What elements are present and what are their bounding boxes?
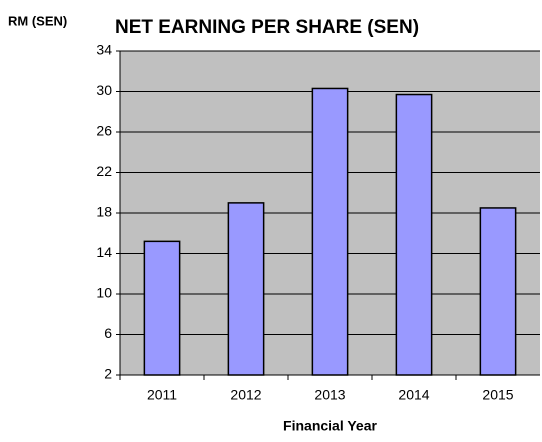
y-tick-label: 14 (96, 244, 112, 260)
y-tick-label: 26 (96, 123, 112, 139)
chart-title: NET EARNING PER SHARE (SEN) (115, 17, 419, 38)
y-tick-label: 18 (96, 204, 112, 220)
x-tick-label: 2013 (314, 387, 345, 403)
x-tick-label: 2011 (147, 387, 177, 403)
bar (479, 207, 517, 376)
y-tick-label: 30 (96, 82, 112, 98)
x-tick-label: 2014 (398, 387, 429, 403)
y-axis-label: RM (SEN) (8, 13, 67, 28)
y-tick-label: 10 (96, 285, 112, 301)
bar (395, 93, 433, 376)
y-tick-label: 2 (104, 366, 112, 382)
y-tick-label: 22 (96, 163, 112, 179)
bar (227, 202, 265, 376)
y-tick-label: 34 (96, 42, 112, 58)
x-tick-label: 2012 (230, 387, 261, 403)
y-tick-label: 6 (104, 325, 112, 341)
bar (143, 240, 181, 376)
x-axis-label: Financial Year (283, 418, 377, 434)
x-tick-label: 2015 (482, 387, 513, 403)
bar (311, 87, 349, 376)
